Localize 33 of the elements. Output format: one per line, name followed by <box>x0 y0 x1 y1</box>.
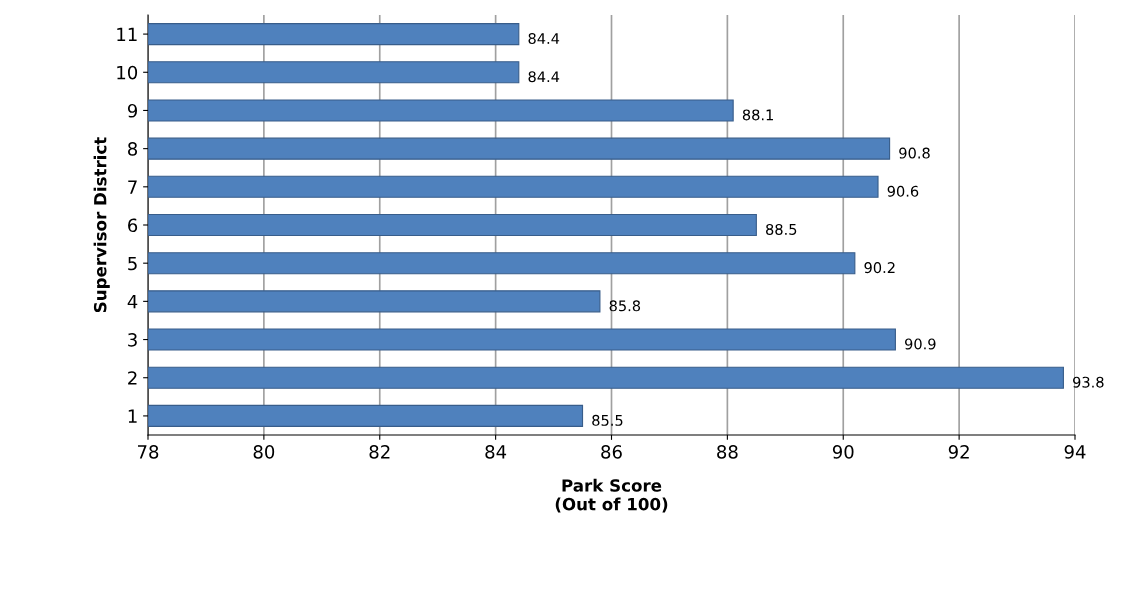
x-tick-label: 94 <box>1064 445 1086 459</box>
y-tick-label: 5 <box>128 256 137 271</box>
y-tick-label: 10 <box>117 65 138 80</box>
data-label: 90.6 <box>887 185 919 197</box>
y-tick-label: 4 <box>127 295 138 309</box>
data-label: 84.4 <box>528 71 560 83</box>
x-tick-label: 84 <box>485 445 507 459</box>
data-label: 88.1 <box>742 109 773 121</box>
data-label: 90.9 <box>905 338 936 350</box>
data-label: 90.8 <box>899 147 930 159</box>
y-tick-label: 3 <box>128 333 137 347</box>
y-tick-label: 8 <box>128 142 138 156</box>
x-tick-label: 86 <box>601 445 622 459</box>
x-axis-title: Park Score (Out of 100) <box>555 478 668 513</box>
y-tick-label: 6 <box>128 218 138 233</box>
y-tick-label: 1 <box>128 409 137 423</box>
y-tick-label: 11 <box>117 27 137 41</box>
x-tick-label: 82 <box>369 445 390 459</box>
x-tick-label: 92 <box>948 445 969 459</box>
data-label: 90.2 <box>864 262 895 274</box>
x-tick-label: 90 <box>832 445 854 459</box>
data-label: 84.4 <box>528 33 560 45</box>
data-label: 93.8 <box>1073 376 1104 388</box>
y-tick-label: 2 <box>128 371 137 385</box>
data-label: 85.5 <box>592 414 623 426</box>
data-label: 88.5 <box>766 223 797 235</box>
x-tick-label: 78 <box>137 445 159 459</box>
y-axis-title: Supervisor District <box>93 137 110 313</box>
data-label: 85.8 <box>609 300 641 312</box>
x-tick-label: 88 <box>717 445 738 459</box>
y-tick-label: 7 <box>128 180 137 194</box>
x-tick-label: 80 <box>253 445 275 459</box>
y-tick-label: 9 <box>127 103 138 118</box>
